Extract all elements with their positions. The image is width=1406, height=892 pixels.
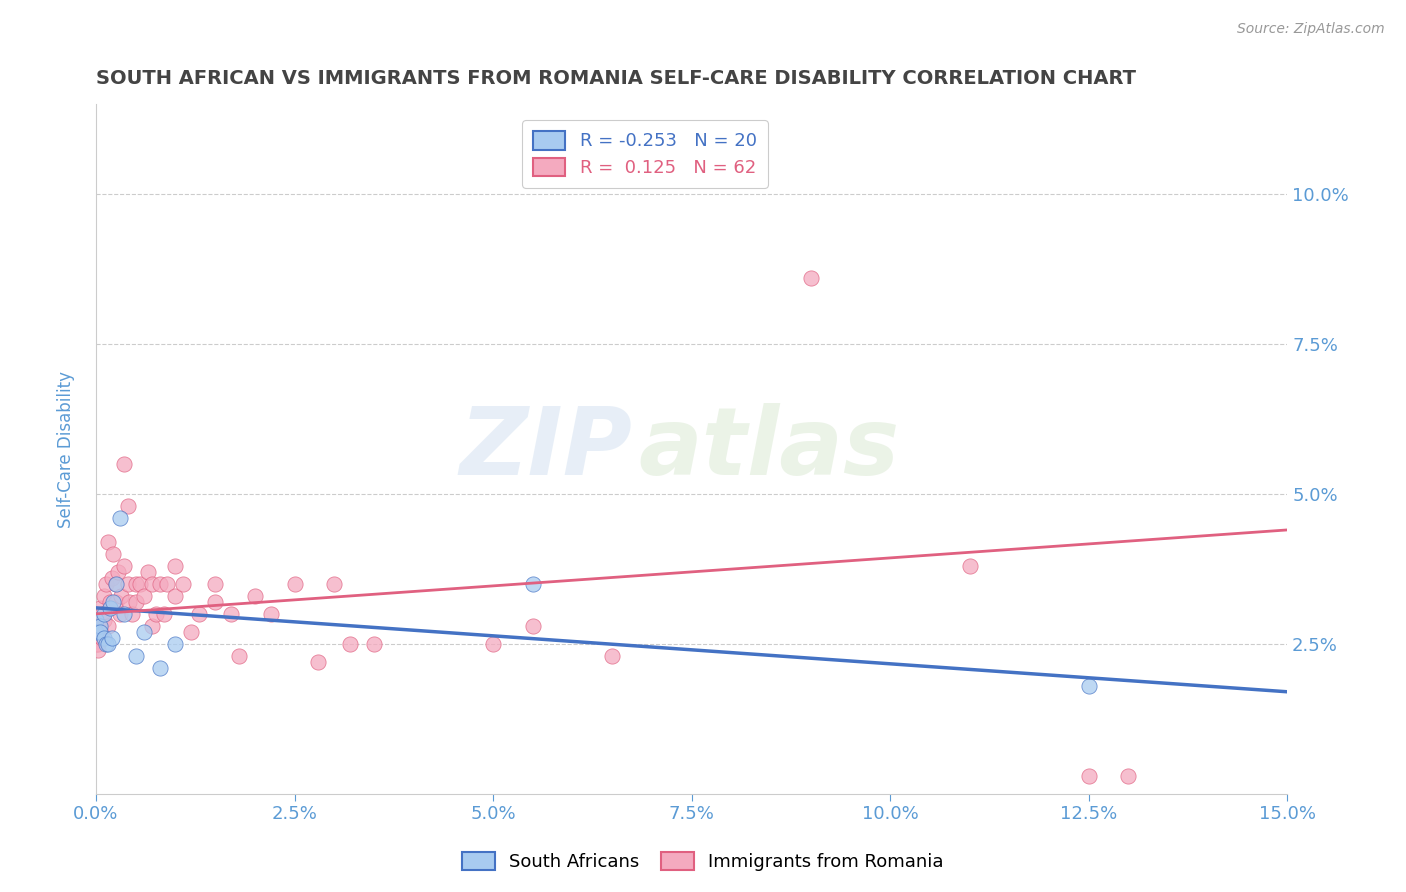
Point	[89, 600, 111, 615]
Point	[93, 607, 115, 621]
Point	[93, 589, 115, 603]
Point	[89, 624, 111, 639]
Point	[97, 535, 120, 549]
Point	[125, 595, 148, 609]
Point	[112, 558, 135, 573]
Point	[110, 589, 132, 603]
Point	[156, 577, 179, 591]
Point	[93, 631, 115, 645]
Point	[228, 648, 250, 663]
Point	[283, 577, 305, 591]
Point	[84, 637, 107, 651]
Point	[522, 577, 544, 591]
Point	[1077, 769, 1099, 783]
Point	[243, 589, 266, 603]
Point	[148, 661, 170, 675]
Point	[112, 457, 135, 471]
Point	[959, 558, 981, 573]
Point	[128, 577, 150, 591]
Point	[148, 577, 170, 591]
Point	[107, 565, 129, 579]
Point	[172, 577, 194, 591]
Text: Source: ZipAtlas.com: Source: ZipAtlas.com	[1237, 22, 1385, 37]
Point	[117, 499, 139, 513]
Point	[118, 595, 141, 609]
Point	[104, 595, 127, 609]
Point	[94, 577, 117, 591]
Y-axis label: Self-Care Disability: Self-Care Disability	[58, 370, 75, 527]
Point	[108, 511, 131, 525]
Point	[219, 607, 242, 621]
Point	[482, 637, 505, 651]
Point	[125, 577, 148, 591]
Point	[117, 577, 139, 591]
Point	[98, 595, 121, 609]
Point	[800, 271, 823, 285]
Point	[125, 648, 148, 663]
Point	[165, 558, 187, 573]
Point	[165, 589, 187, 603]
Point	[260, 607, 283, 621]
Point	[188, 607, 211, 621]
Point	[91, 631, 114, 645]
Point	[104, 577, 127, 591]
Point	[141, 577, 163, 591]
Point	[101, 631, 124, 645]
Point	[103, 547, 125, 561]
Text: atlas: atlas	[638, 403, 900, 495]
Legend: South Africans, Immigrants from Romania: South Africans, Immigrants from Romania	[456, 845, 950, 879]
Point	[89, 619, 111, 633]
Point	[180, 624, 202, 639]
Point	[84, 624, 107, 639]
Point	[98, 600, 121, 615]
Point	[94, 637, 117, 651]
Point	[141, 619, 163, 633]
Point	[104, 577, 127, 591]
Point	[84, 613, 107, 627]
Legend: R = -0.253   N = 20, R =  0.125   N = 62: R = -0.253 N = 20, R = 0.125 N = 62	[522, 120, 768, 188]
Point	[90, 607, 112, 621]
Point	[136, 565, 159, 579]
Point	[339, 637, 361, 651]
Point	[90, 624, 112, 639]
Point	[363, 637, 385, 651]
Point	[93, 613, 115, 627]
Point	[204, 595, 226, 609]
Point	[145, 607, 167, 621]
Point	[97, 619, 120, 633]
Point	[89, 619, 111, 633]
Point	[1118, 769, 1140, 783]
Point	[165, 637, 187, 651]
Point	[103, 595, 125, 609]
Point	[86, 637, 108, 651]
Point	[112, 607, 135, 621]
Text: ZIP: ZIP	[460, 403, 633, 495]
Point	[522, 619, 544, 633]
Point	[121, 607, 143, 621]
Point	[204, 577, 226, 591]
Point	[87, 642, 110, 657]
Point	[84, 619, 107, 633]
Point	[152, 607, 174, 621]
Point	[323, 577, 346, 591]
Point	[108, 607, 131, 621]
Point	[101, 571, 124, 585]
Point	[132, 624, 155, 639]
Point	[132, 589, 155, 603]
Point	[307, 655, 329, 669]
Point	[600, 648, 623, 663]
Text: SOUTH AFRICAN VS IMMIGRANTS FROM ROMANIA SELF-CARE DISABILITY CORRELATION CHART: SOUTH AFRICAN VS IMMIGRANTS FROM ROMANIA…	[96, 69, 1136, 87]
Point	[1077, 679, 1099, 693]
Point	[97, 637, 120, 651]
